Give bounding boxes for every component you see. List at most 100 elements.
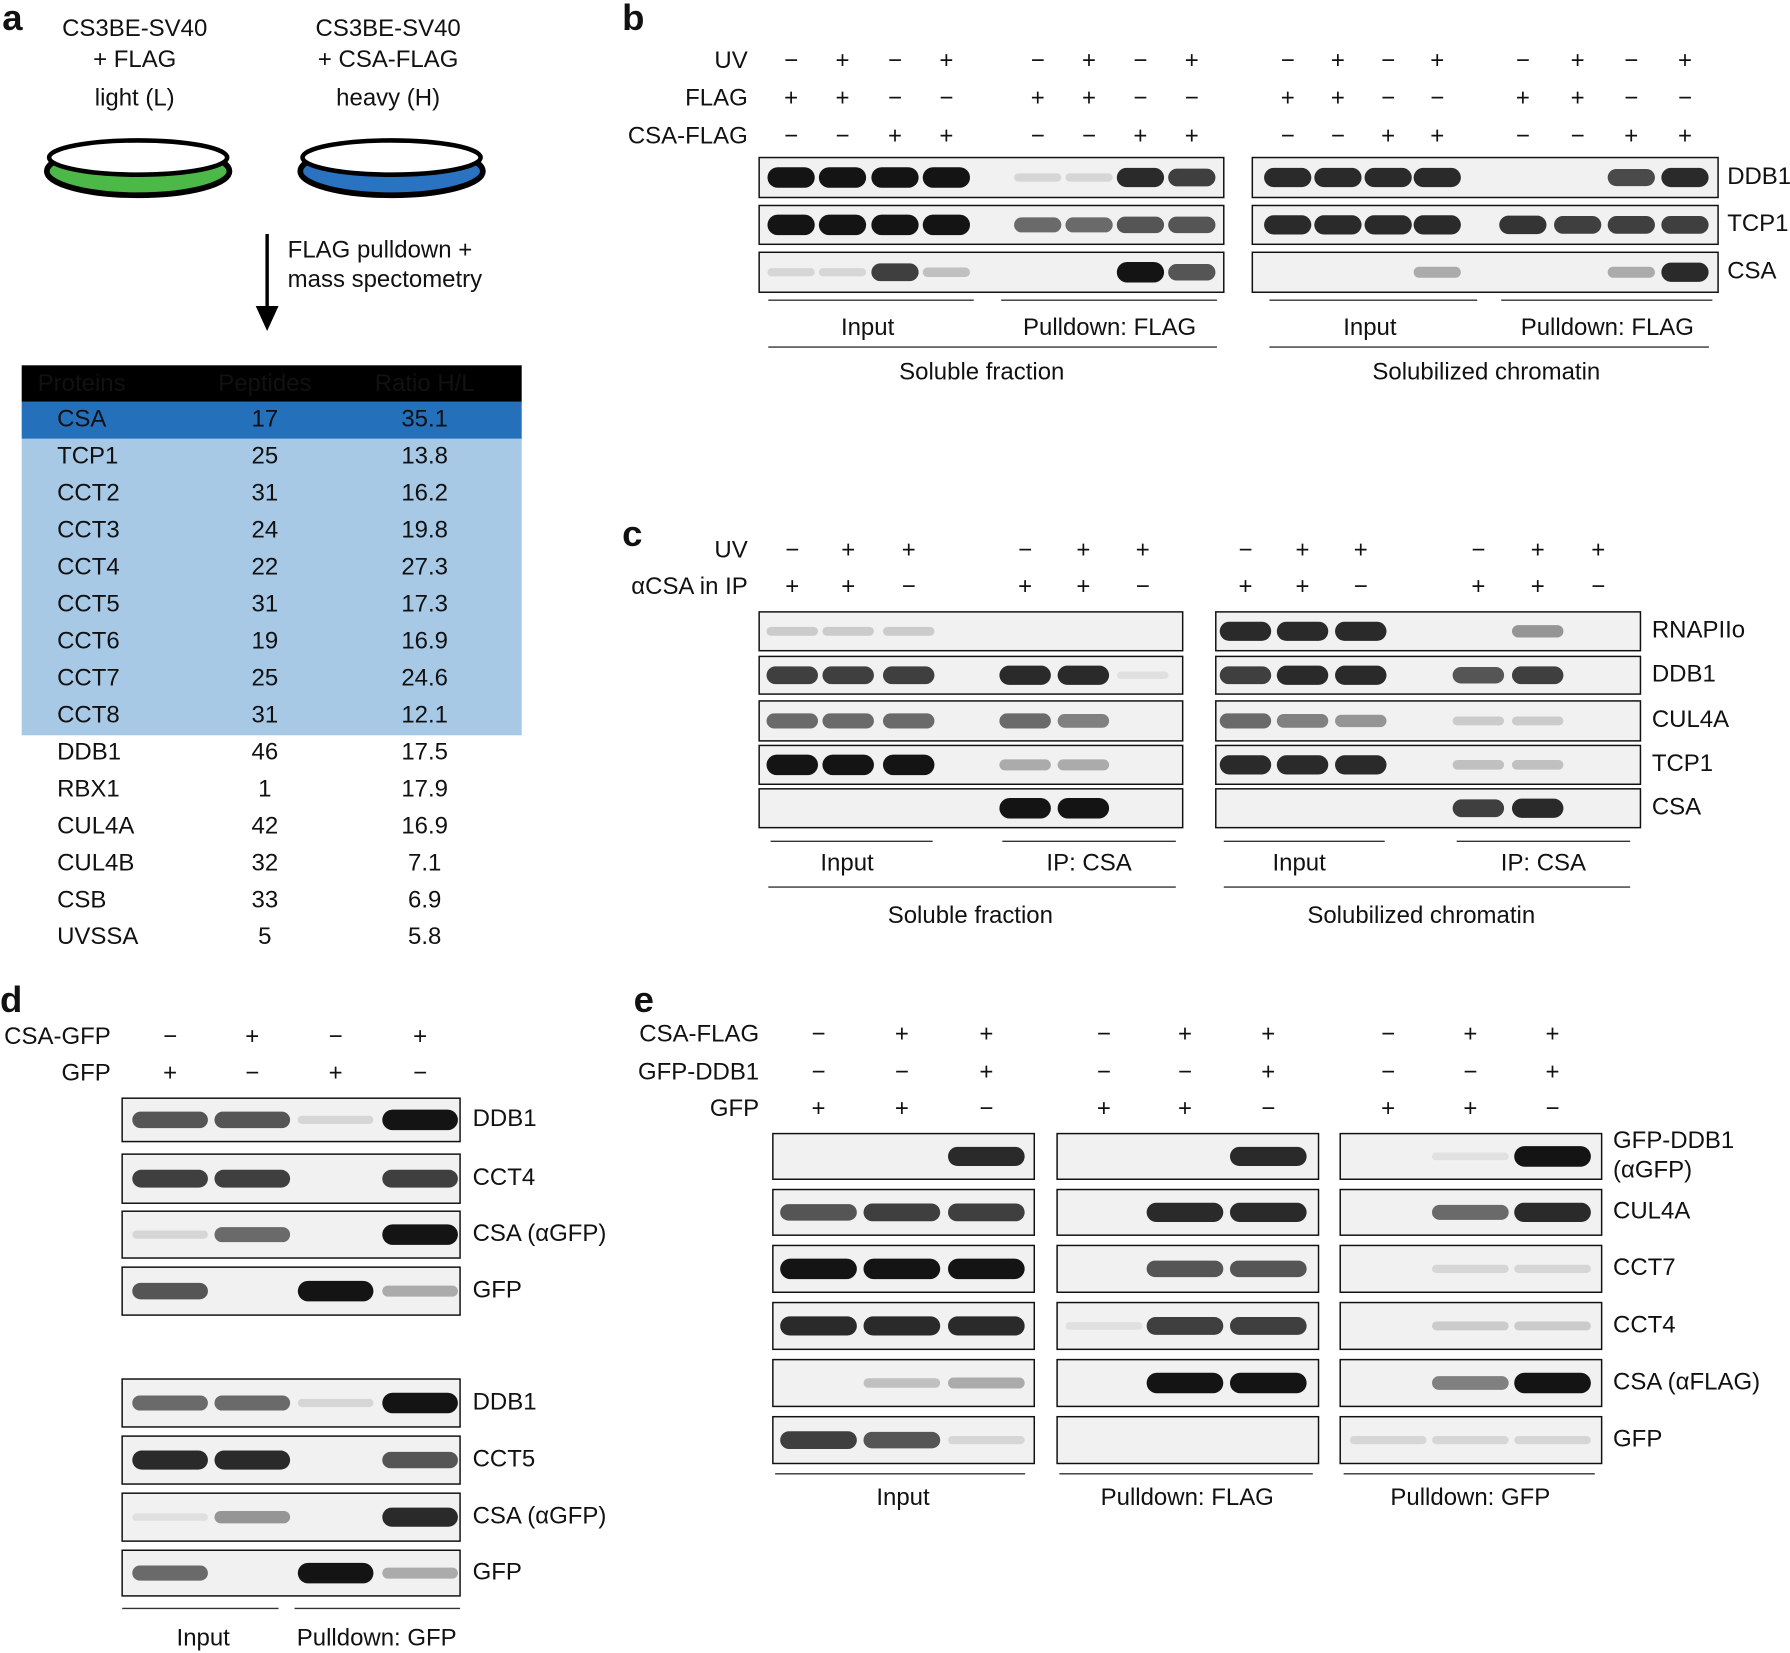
- blot-band: [1057, 714, 1110, 728]
- table-cell: 27.3: [401, 553, 448, 580]
- blot-label: CSA: [1652, 794, 1701, 821]
- condition-sign: +: [1546, 1021, 1560, 1048]
- blot-band: [999, 797, 1051, 819]
- blot-band: [1014, 173, 1062, 182]
- condition-sign: −: [939, 85, 953, 112]
- blot-label: CSA (αGFP): [473, 1220, 607, 1247]
- condition-label: FLAG: [685, 85, 748, 112]
- condition-sign: −: [1261, 1095, 1275, 1122]
- group-label: Input: [1272, 850, 1326, 877]
- blot-band: [1661, 215, 1709, 234]
- blot-band: [1511, 666, 1564, 685]
- blot-band: [947, 1258, 1025, 1280]
- blot-band: [780, 1204, 857, 1221]
- blot-band: [382, 1224, 458, 1245]
- blot-band: [818, 167, 867, 188]
- blot-band: [1432, 1264, 1509, 1273]
- condition-sign: +: [1261, 1058, 1275, 1085]
- blot-band: [382, 1109, 458, 1131]
- condition-sign: −: [245, 1060, 259, 1087]
- condition-sign: +: [1430, 122, 1444, 149]
- blot-band: [382, 1169, 458, 1188]
- table-cell: 31: [252, 701, 279, 728]
- blot-band: [1168, 216, 1216, 234]
- table-cell: 35.1: [401, 405, 448, 432]
- group-label: Input: [841, 314, 895, 341]
- blot-frame: [758, 611, 1184, 652]
- condition-sign: +: [785, 573, 799, 600]
- blot-band: [1607, 215, 1655, 234]
- blot-frame: [1056, 1244, 1320, 1294]
- blot-band: [382, 1507, 458, 1527]
- blot-band: [871, 167, 919, 188]
- arrow-text: FLAG pulldown +: [288, 236, 473, 263]
- blot-band: [1661, 262, 1709, 282]
- condition-label: GFP: [61, 1060, 110, 1087]
- blot-band: [1511, 798, 1564, 818]
- condition-sign: −: [979, 1095, 993, 1122]
- blot-frame: [121, 1266, 461, 1316]
- blot-band: [1607, 266, 1655, 278]
- blot-band: [297, 1562, 374, 1584]
- blot-band: [1314, 215, 1362, 235]
- condition-sign: +: [841, 573, 855, 600]
- blot-band: [947, 1377, 1025, 1389]
- blot-frame: [1215, 655, 1642, 695]
- condition-sign: −: [1678, 85, 1692, 112]
- dish-label: + CSA-FLAG: [318, 46, 459, 73]
- blot-band: [947, 1435, 1025, 1445]
- dish-label: heavy (H): [336, 85, 440, 112]
- condition-sign: +: [1076, 573, 1090, 600]
- blot-band: [1057, 797, 1110, 819]
- blot-band: [1276, 621, 1329, 641]
- blot-band: [863, 1258, 941, 1280]
- blot-frame: [772, 1188, 1036, 1236]
- blot-frame: [758, 655, 1184, 695]
- condition-sign: +: [1678, 47, 1692, 74]
- table-cell: CCT5: [57, 590, 120, 617]
- condition-sign: −: [1136, 573, 1150, 600]
- blot-frame: [1339, 1132, 1603, 1180]
- condition-sign: +: [835, 85, 849, 112]
- table-cell: 22: [252, 553, 279, 580]
- dish-label: CS3BE-SV40: [62, 15, 207, 42]
- blot-band: [1452, 799, 1505, 818]
- row-shade: [21, 438, 522, 477]
- condition-sign: +: [835, 47, 849, 74]
- condition-sign: −: [1624, 85, 1638, 112]
- condition-sign: +: [979, 1021, 993, 1048]
- condition-sign: −: [1516, 122, 1530, 149]
- table-header: Ratio H/L: [375, 370, 475, 397]
- blot-band: [882, 626, 935, 636]
- row-highlight: [21, 401, 522, 439]
- blot-band: [1452, 760, 1505, 770]
- table-cell: 16.9: [401, 812, 448, 839]
- blot-band: [1229, 1202, 1307, 1222]
- condition-sign: +: [1331, 85, 1345, 112]
- blot-band: [1511, 716, 1564, 726]
- blot-band: [1065, 1322, 1143, 1330]
- condition-label: CSA-FLAG: [639, 1021, 759, 1048]
- table-cell: 12.1: [401, 701, 448, 728]
- blot-label: GFP: [1613, 1425, 1662, 1452]
- blot-band: [822, 754, 874, 776]
- fraction-label: Solubilized chromatin: [1372, 359, 1600, 386]
- blot-band: [1335, 714, 1387, 728]
- condition-sign: −: [329, 1023, 343, 1050]
- panel-letter: e: [634, 979, 654, 1020]
- table-cell: CUL4A: [57, 812, 134, 839]
- panel-letter: d: [0, 979, 22, 1020]
- blot-frame: [772, 1132, 1036, 1180]
- blot-band: [999, 665, 1051, 685]
- condition-sign: +: [1531, 537, 1545, 564]
- dish-rim: [46, 138, 230, 177]
- blot-label: CSA (αFLAG): [1613, 1368, 1760, 1395]
- blot-band: [1349, 1435, 1427, 1445]
- blot-band: [132, 1513, 208, 1521]
- condition-sign: −: [1430, 85, 1444, 112]
- condition-sign: −: [163, 1023, 177, 1050]
- blot-label: DDB1: [473, 1388, 537, 1415]
- blot-band: [922, 167, 971, 188]
- blot-band: [947, 1146, 1025, 1167]
- blot-label: DDB1: [473, 1105, 537, 1132]
